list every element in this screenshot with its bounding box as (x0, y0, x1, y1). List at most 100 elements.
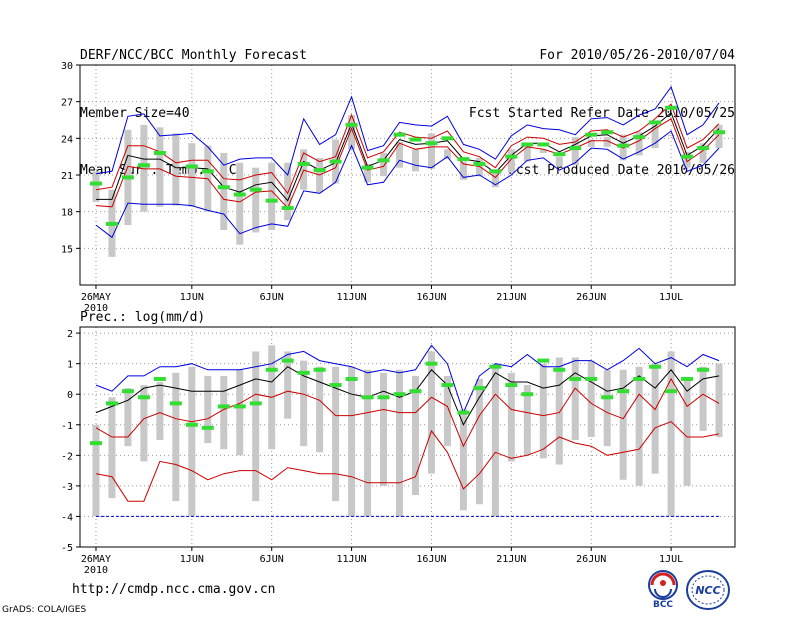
precip-member-bar (475, 378, 483, 505)
temp-observed-marker (249, 187, 262, 192)
temp-member-bar (715, 124, 723, 149)
temp-member-bar (603, 137, 611, 147)
temp-observed-marker (217, 185, 230, 190)
temp-observed-marker (105, 221, 118, 226)
precip-observed-marker (377, 395, 390, 400)
temp-member-bar (683, 151, 691, 168)
temp-observed-marker (89, 181, 102, 186)
precip-observed-marker (665, 389, 678, 394)
temp-ytick-label: 27 (61, 98, 73, 109)
precip-member-bar (364, 369, 372, 517)
temp-member-bar (539, 149, 547, 153)
temp-observed-marker (425, 141, 438, 146)
temp-member-bar (427, 133, 435, 169)
precip-observed-marker (425, 361, 438, 366)
temp-observed-marker (233, 192, 246, 197)
precip-observed-marker (265, 367, 278, 372)
forecast-period: For 2010/05/26-2010/07/04 (539, 48, 735, 63)
precip-member-bar (539, 363, 547, 459)
temp-xtick-label: 26JUN (576, 292, 606, 303)
precip-member-bar (156, 382, 164, 441)
precip-observed-marker (313, 367, 326, 372)
temp-member-bar (188, 143, 196, 207)
temp-observed-marker (697, 146, 710, 151)
temp-member-bar (252, 167, 260, 233)
precip-observed-marker (537, 358, 550, 363)
precip-observed-marker (441, 383, 454, 388)
precip-observed-marker (697, 367, 710, 372)
precip-observed-marker (137, 395, 150, 400)
header-right: For 2010/05/26-2010/07/04 Fcst Started R… (469, 8, 735, 200)
temp-observed-marker (553, 152, 566, 157)
precip-ytick-label: 1 (67, 360, 73, 371)
temp-observed-marker (409, 137, 422, 142)
precip-observed-marker (185, 422, 198, 427)
precip-member-bar (188, 366, 196, 517)
precip-observed-marker (153, 376, 166, 381)
precip-ytick-label: -1 (61, 421, 73, 432)
bcc-logo: BCC (648, 570, 678, 609)
precip-member-bar (300, 360, 308, 447)
precip-member-bar (459, 409, 467, 511)
temp-observed-marker (457, 157, 470, 162)
precip-observed-marker (601, 395, 614, 400)
precip-ytick-label: -4 (61, 512, 73, 523)
precip-member-bar (683, 378, 691, 486)
precip-member-bar (252, 351, 260, 502)
precip-member-bar (491, 366, 499, 517)
precip-member-bar (92, 424, 100, 517)
temp-member-bar (635, 132, 643, 156)
temp-observed-marker (121, 175, 134, 180)
temp-observed-marker (345, 122, 358, 127)
precip-member-bar (284, 351, 292, 419)
temp-observed-marker (617, 143, 630, 148)
precip-member-bar (587, 360, 595, 437)
temp-observed-marker (649, 120, 662, 125)
member-size: Member Size=40 (80, 105, 190, 121)
temp-lower-line (95, 118, 720, 209)
precip-member-bar (635, 366, 643, 486)
temp-member-bar (475, 157, 483, 177)
temp-member-bar (411, 149, 419, 172)
precip-max-line (95, 344, 720, 415)
precip-member-bar (603, 369, 611, 447)
temp-panel: 15 18 21 24 27 30 26MAY 1JUN 6JUN 11JUN 16JUN 21JUN… (61, 61, 736, 314)
temp-member-bar (348, 115, 356, 150)
footer-url[interactable]: http://cmdp.ncc.cma.gov.cn (72, 582, 276, 597)
precip-member-bar (667, 351, 675, 517)
precip-observed-marker (489, 364, 502, 369)
precip-ytick-label: 2 (67, 329, 73, 340)
temp-member-bar (699, 143, 707, 163)
temp-xtick-label: 21JUN (496, 292, 526, 303)
temp-observed-marker (713, 130, 726, 135)
temp-xtick-label: 11JUN (337, 292, 367, 303)
precip-member-bar (651, 363, 659, 474)
temp-observed-marker (633, 135, 646, 140)
precip-member-bar (332, 366, 340, 502)
precip-frame (79, 326, 736, 548)
precip-member-bar (619, 369, 627, 480)
precip-member-bar (443, 375, 451, 447)
precip-observed-marker (457, 410, 470, 415)
precip-ytick-label: 0 (67, 390, 73, 401)
precip-member-bar (715, 363, 723, 437)
temp-observed-marker (585, 132, 598, 137)
precip-observed-marker (89, 441, 102, 446)
temp-observed-marker (361, 165, 374, 170)
precip-observed-marker (505, 383, 518, 388)
temp-observed-marker (329, 159, 342, 164)
temp-member-bar (220, 153, 228, 230)
temp-ytick-label: 21 (61, 171, 73, 182)
forecast-produced: Fcst Produced Date 2010/05/26 (508, 163, 735, 178)
temp-observed-marker (473, 162, 486, 166)
precip-observed-marker (473, 386, 486, 391)
temp-mean-line (96, 111, 720, 202)
precip-member-bar (220, 375, 228, 450)
temp-observed-marker (265, 198, 278, 203)
precip-member-bar (108, 397, 116, 499)
precip-member-bar (140, 385, 148, 462)
temp-observed-marker (185, 164, 198, 169)
precip-member-bar (236, 369, 244, 456)
precip-observed-marker (329, 383, 342, 388)
